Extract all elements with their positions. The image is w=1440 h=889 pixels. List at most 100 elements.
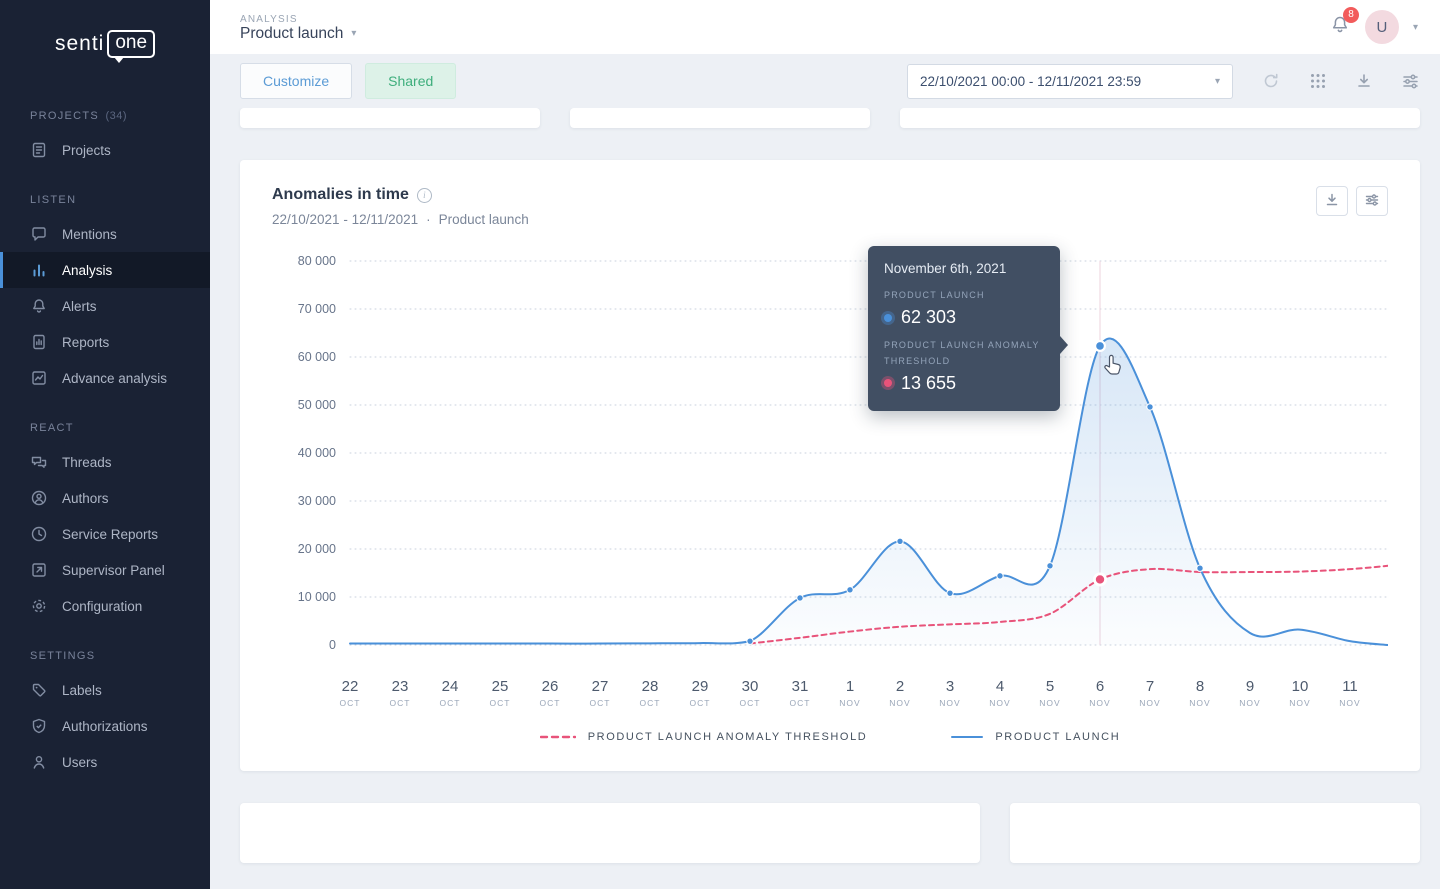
project-selector[interactable]: Product launch ▾ — [240, 25, 356, 43]
svg-text:31: 31 — [792, 678, 809, 695]
card-partial — [1010, 803, 1420, 863]
notifications-button[interactable]: 8 — [1329, 6, 1359, 41]
caret-down-icon: ▾ — [1214, 75, 1220, 87]
breadcrumb-section: Analysis — [240, 13, 298, 25]
card-project-name: Product launch — [438, 212, 529, 227]
sidebar-item-supervisor-panel[interactable]: Supervisor Panel — [0, 552, 210, 588]
solid-line-sample — [951, 736, 984, 738]
sidebar-item-mentions[interactable]: Mentions — [0, 216, 210, 252]
sidebar-item-reports[interactable]: Reports — [0, 324, 210, 360]
svg-text:24: 24 — [442, 678, 459, 695]
download-chart-button[interactable] — [1316, 186, 1348, 216]
advance-analysis-icon — [30, 369, 48, 387]
sidebar-item-analysis[interactable]: Analysis — [0, 252, 210, 288]
sidebar-item-label: Service Reports — [62, 526, 159, 542]
series-dot-blue — [884, 313, 892, 322]
analysis-icon — [30, 261, 48, 279]
download-icon[interactable] — [1355, 72, 1373, 90]
svg-text:70 000: 70 000 — [298, 302, 336, 316]
tag-icon — [30, 681, 48, 699]
download-icon — [1324, 192, 1340, 211]
sidebar-item-advance-analysis[interactable]: Advance analysis — [0, 360, 210, 396]
svg-text:NOV: NOV — [1189, 698, 1210, 708]
legend-item-product-launch[interactable]: Product launch — [951, 731, 1120, 743]
svg-text:NOV: NOV — [1339, 698, 1360, 708]
tooltip-arrow — [1060, 336, 1068, 354]
grid-icon[interactable] — [1309, 72, 1327, 90]
sidebar-item-threads[interactable]: Threads — [0, 444, 210, 480]
anomalies-in-time-card: Anomalies in time i 22/10/2021 - 12/11/2… — [240, 160, 1420, 771]
svg-text:NOV: NOV — [1139, 698, 1160, 708]
svg-text:3: 3 — [946, 678, 954, 695]
sidebar-item-configuration[interactable]: Configuration — [0, 588, 210, 624]
sidebar-item-projects[interactable]: Projects — [0, 132, 210, 168]
svg-text:OCT: OCT — [640, 698, 661, 708]
card-actions — [1316, 186, 1388, 216]
svg-text:OCT: OCT — [790, 698, 811, 708]
anomalies-chart[interactable]: 0 10 000 20 000 30 000 40 000 50 000 60 000 70 … — [272, 241, 1388, 713]
chart-area: 0 10 000 20 000 30 000 40 000 50 000 60 000 70 … — [272, 241, 1388, 713]
section-header-listen: Listen — [0, 194, 210, 206]
sidebar-item-labels[interactable]: Labels — [0, 672, 210, 708]
card-title: Anomalies in time — [272, 186, 409, 203]
info-icon[interactable]: i — [416, 187, 432, 203]
sidebar-item-label: Supervisor Panel — [62, 562, 165, 578]
breadcrumb: Analysis Product launch ▾ — [240, 12, 356, 43]
svg-text:7: 7 — [1146, 678, 1154, 695]
svg-text:NOV: NOV — [839, 698, 860, 708]
sidebar-item-label: Analysis — [62, 262, 113, 278]
date-range-picker[interactable]: 22/10/2021 00:00 - 12/11/2021 23:59 ▾ — [907, 63, 1233, 99]
chart-legend: Product launch anomaly threshold Product… — [272, 731, 1388, 743]
card-partial — [900, 108, 1420, 128]
caret-down-icon[interactable]: ▾ — [1412, 21, 1418, 33]
section-header-settings: Settings — [0, 650, 210, 662]
legend-item-threshold[interactable]: Product launch anomaly threshold — [539, 731, 868, 743]
svg-text:NOV: NOV — [1239, 698, 1260, 708]
report-icon — [30, 333, 48, 351]
sidebar-item-label: Labels — [62, 682, 102, 698]
svg-text:6: 6 — [1096, 678, 1104, 695]
refresh-icon[interactable] — [1261, 71, 1281, 91]
sidebar-item-authorizations[interactable]: Authorizations — [0, 708, 210, 744]
sidebar-item-service-reports[interactable]: Service Reports — [0, 516, 210, 552]
section-label: Settings — [30, 650, 96, 662]
sidebar: senti one Projects (34) Projects Listen M… — [0, 0, 210, 889]
svg-text:1: 1 — [846, 678, 854, 695]
svg-text:30: 30 — [742, 678, 759, 695]
svg-text:28: 28 — [642, 678, 659, 695]
chart-settings-button[interactable] — [1356, 186, 1388, 216]
svg-text:25: 25 — [492, 678, 509, 695]
sidebar-item-label: Users — [62, 754, 98, 770]
toolbar: Customize Shared 22/10/2021 00:00 - 12/1… — [210, 54, 1440, 108]
date-range-value: 22/10/2021 00:00 - 12/11/2021 23:59 — [920, 73, 1142, 89]
bell-icon — [30, 297, 48, 315]
shared-button[interactable]: Shared — [365, 63, 457, 99]
avatar[interactable]: U — [1364, 10, 1399, 44]
sidebar-item-label: Authorizations — [62, 718, 148, 734]
sidebar-item-label: Advance analysis — [62, 370, 168, 386]
svg-text:30 000: 30 000 — [298, 494, 336, 508]
svg-text:OCT: OCT — [540, 698, 561, 708]
filters-icon[interactable] — [1401, 72, 1420, 91]
sentione-logo[interactable]: senti one — [0, 0, 210, 84]
sidebar-item-label: Threads — [62, 454, 112, 470]
svg-text:5: 5 — [1046, 678, 1054, 695]
svg-text:NOV: NOV — [1289, 698, 1310, 708]
sidebar-item-label: Authors — [62, 490, 109, 506]
sidebar-item-authors[interactable]: Authors — [0, 480, 210, 516]
section-header-projects: Projects (34) — [0, 110, 210, 122]
svg-text:8: 8 — [1196, 678, 1204, 695]
svg-text:NOV: NOV — [1039, 698, 1060, 708]
sidebar-item-alerts[interactable]: Alerts — [0, 288, 210, 324]
sidebar-item-users[interactable]: Users — [0, 744, 210, 780]
customize-button[interactable]: Customize — [240, 63, 353, 99]
svg-text:OCT: OCT — [490, 698, 511, 708]
svg-text:10: 10 — [1292, 678, 1309, 695]
tooltip-series-label: Product launch — [884, 290, 985, 300]
user-icon — [30, 753, 48, 771]
settings-icon — [1364, 192, 1380, 211]
svg-text:40 000: 40 000 — [298, 446, 336, 460]
svg-text:2: 2 — [896, 678, 904, 695]
caret-down-icon: ▾ — [351, 28, 357, 39]
